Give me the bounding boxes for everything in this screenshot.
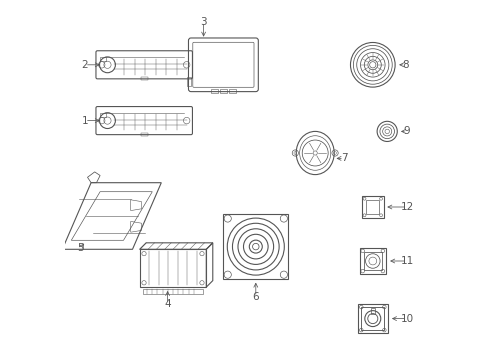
Bar [361,307,384,330]
Text: 8: 8 [402,60,409,70]
Bar [223,214,288,279]
Bar [187,77,191,85]
Text: 1: 1 [81,116,88,126]
Bar [362,196,384,218]
Text: 11: 11 [400,256,414,266]
Text: 7: 7 [341,153,347,163]
Bar [141,133,148,136]
Bar [100,113,106,117]
Bar [229,89,236,94]
Text: 9: 9 [404,126,410,136]
Bar [364,252,382,270]
Text: 2: 2 [81,60,88,70]
Text: 5: 5 [77,243,84,253]
Text: 4: 4 [164,299,171,309]
Text: 10: 10 [400,314,414,324]
Text: 6: 6 [252,292,259,302]
Bar [143,288,203,293]
Bar [220,89,227,94]
Bar [366,200,379,214]
Text: 12: 12 [400,202,414,212]
Bar [371,308,374,314]
Bar [141,77,148,80]
Text: 3: 3 [200,17,207,27]
Bar [360,248,386,274]
Bar [358,304,388,333]
Bar [100,57,106,61]
Bar [211,89,218,94]
